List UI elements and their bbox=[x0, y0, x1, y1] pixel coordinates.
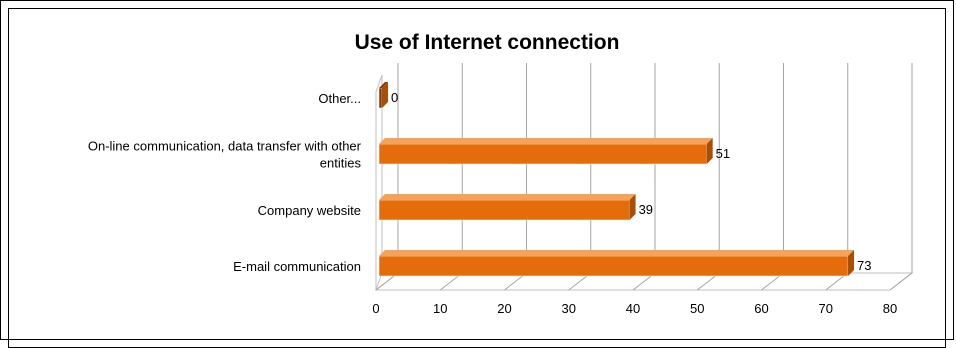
bar bbox=[378, 82, 388, 109]
data-label: 39 bbox=[639, 202, 653, 217]
category-labels: Other... On-line communication, data tran… bbox=[88, 91, 362, 274]
floor-gridline bbox=[889, 272, 913, 291]
x-tick-label: 50 bbox=[690, 301, 704, 316]
x-tick-label: 30 bbox=[562, 301, 576, 316]
bar bbox=[378, 250, 855, 277]
x-tick-label: 40 bbox=[626, 301, 640, 316]
bar-side bbox=[706, 138, 713, 164]
x-tick-label: 10 bbox=[433, 301, 447, 316]
x-tick-label: 70 bbox=[819, 301, 833, 316]
bar bbox=[378, 138, 713, 165]
x-tick-label: 20 bbox=[497, 301, 511, 316]
category-label: E-mail communication bbox=[233, 259, 361, 274]
category-label: Other... bbox=[318, 91, 361, 106]
bar-front bbox=[378, 143, 707, 165]
category-label: On-line communication, data transfer wit… bbox=[88, 139, 362, 154]
x-axis-ticks: 0 10 20 30 40 50 60 70 80 bbox=[372, 301, 897, 316]
data-label: 73 bbox=[857, 258, 871, 273]
bar-chart: Use of Internet connection Other... On-li… bbox=[88, 31, 914, 316]
bar-front bbox=[378, 87, 383, 109]
left-wall bbox=[375, 74, 383, 291]
chart-title: Use of Internet connection bbox=[355, 31, 620, 54]
bar-side bbox=[848, 250, 855, 276]
data-labels: 0 51 39 73 bbox=[391, 90, 871, 273]
x-tick-label: 80 bbox=[883, 301, 897, 316]
bar-top bbox=[379, 250, 855, 256]
data-label: 51 bbox=[716, 146, 730, 161]
x-tick-label: 0 bbox=[372, 301, 379, 316]
bar-top bbox=[379, 82, 388, 88]
data-label: 0 bbox=[391, 90, 398, 105]
bar bbox=[378, 194, 636, 221]
category-label: entities bbox=[320, 156, 362, 171]
bars bbox=[378, 82, 855, 277]
bar-side bbox=[382, 82, 388, 108]
bar-side bbox=[629, 194, 636, 220]
x-tick-label: 60 bbox=[754, 301, 768, 316]
bar-top bbox=[379, 194, 636, 200]
category-label: Company website bbox=[258, 203, 361, 218]
bar-front bbox=[378, 199, 630, 221]
bar-top bbox=[379, 138, 713, 144]
bar-front bbox=[378, 255, 849, 277]
